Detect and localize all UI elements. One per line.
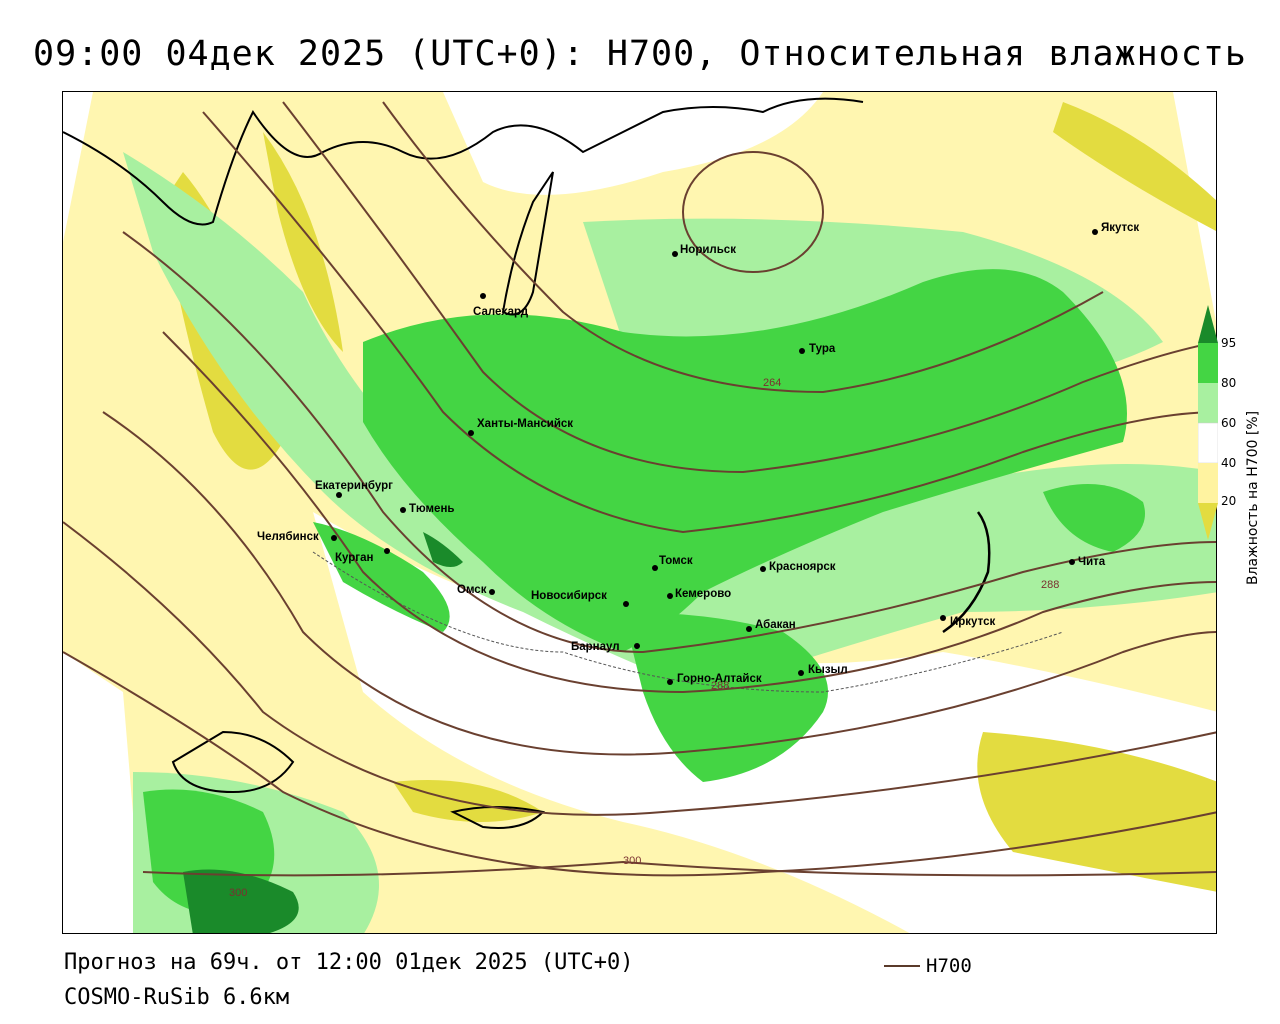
colorbar-tick: 20: [1221, 494, 1237, 508]
city-label: Кемерово: [675, 588, 731, 600]
colorbar-tick: 80: [1221, 376, 1237, 390]
city-dot: [400, 507, 406, 513]
baikal-outline: [942, 511, 991, 634]
isoline-label: 300: [229, 887, 247, 899]
moist-band: [123, 152, 1216, 692]
isoline-label: 288: [711, 680, 729, 692]
city-label: Томск: [659, 555, 693, 567]
high-humidity-area: [363, 269, 1127, 652]
city-label: Новосибирск: [531, 590, 607, 602]
city-label: Норильск: [680, 244, 736, 256]
model-info: COSMO-RuSib 6.6км: [64, 985, 290, 1010]
city-dot: [940, 615, 946, 621]
contour-legend-label: H700: [926, 955, 972, 977]
city-label: Курган: [335, 552, 373, 564]
isoline-label: 264: [763, 377, 781, 389]
city-label: Тура: [809, 343, 836, 355]
map-panel: 264 288 300 300 288 Норильск Якутск Сале…: [62, 91, 1217, 934]
contour-swatch: [884, 965, 920, 967]
city-dot: [798, 670, 804, 676]
city-label: Иркутск: [950, 616, 995, 628]
city-dot: [331, 535, 337, 541]
map-title: 09:00 04дек 2025 (UTC+0): H700, Относите…: [33, 34, 1247, 74]
caspian-outline: [171, 730, 295, 794]
contour-legend: H700: [884, 955, 972, 977]
city-label: Омск: [457, 584, 487, 596]
city-dot: [672, 251, 678, 257]
city-label: Ханты-Мансийск: [477, 418, 573, 430]
city-dot: [1069, 559, 1075, 565]
city-dot: [667, 593, 673, 599]
humidity-map: 264 288 300 300 288 Норильск Якутск Сале…: [63, 92, 1216, 933]
h700-isolines: [63, 101, 1216, 877]
city-label: Горно-Алтайск: [677, 673, 762, 685]
isoline-label: 288: [1041, 579, 1059, 591]
humidity-colorbar: [1198, 305, 1218, 540]
colorbar-tick: 40: [1221, 456, 1237, 470]
city-label: Абакан: [755, 619, 796, 631]
city-dot: [623, 601, 629, 607]
city-label: Красноярск: [769, 561, 836, 573]
city-dot: [489, 589, 495, 595]
city-dot: [634, 643, 640, 649]
city-dot: [1092, 229, 1098, 235]
city-label: Салехард: [473, 306, 529, 318]
city-markers: Норильск Якутск Салехард Тура Ханты-Манс…: [257, 222, 1139, 685]
city-dot: [760, 566, 766, 572]
city-dot: [480, 293, 486, 299]
city-dot: [336, 492, 342, 498]
city-label: Якутск: [1101, 222, 1139, 234]
colorbar-label: Влажность на H700 [%]: [1245, 410, 1261, 585]
city-label: Тюмень: [409, 503, 454, 515]
colorbar-tick: 95: [1221, 336, 1237, 350]
city-dot: [652, 565, 658, 571]
city-label: Кызыл: [808, 664, 848, 676]
city-label: Екатеринбург: [315, 480, 393, 492]
city-label: Барнаул: [571, 641, 620, 653]
forecast-info: Прогноз на 69ч. от 12:00 01дек 2025 (UTC…: [64, 950, 634, 975]
coastline: [63, 97, 864, 226]
colorbar-tick: 60: [1221, 416, 1237, 430]
city-dot: [799, 348, 805, 354]
city-dot: [384, 548, 390, 554]
city-dot: [468, 430, 474, 436]
city-dot: [667, 679, 673, 685]
isoline-label: 300: [623, 855, 641, 867]
city-label: Челябинск: [257, 531, 319, 543]
city-dot: [746, 626, 752, 632]
city-label: Чита: [1078, 556, 1106, 568]
